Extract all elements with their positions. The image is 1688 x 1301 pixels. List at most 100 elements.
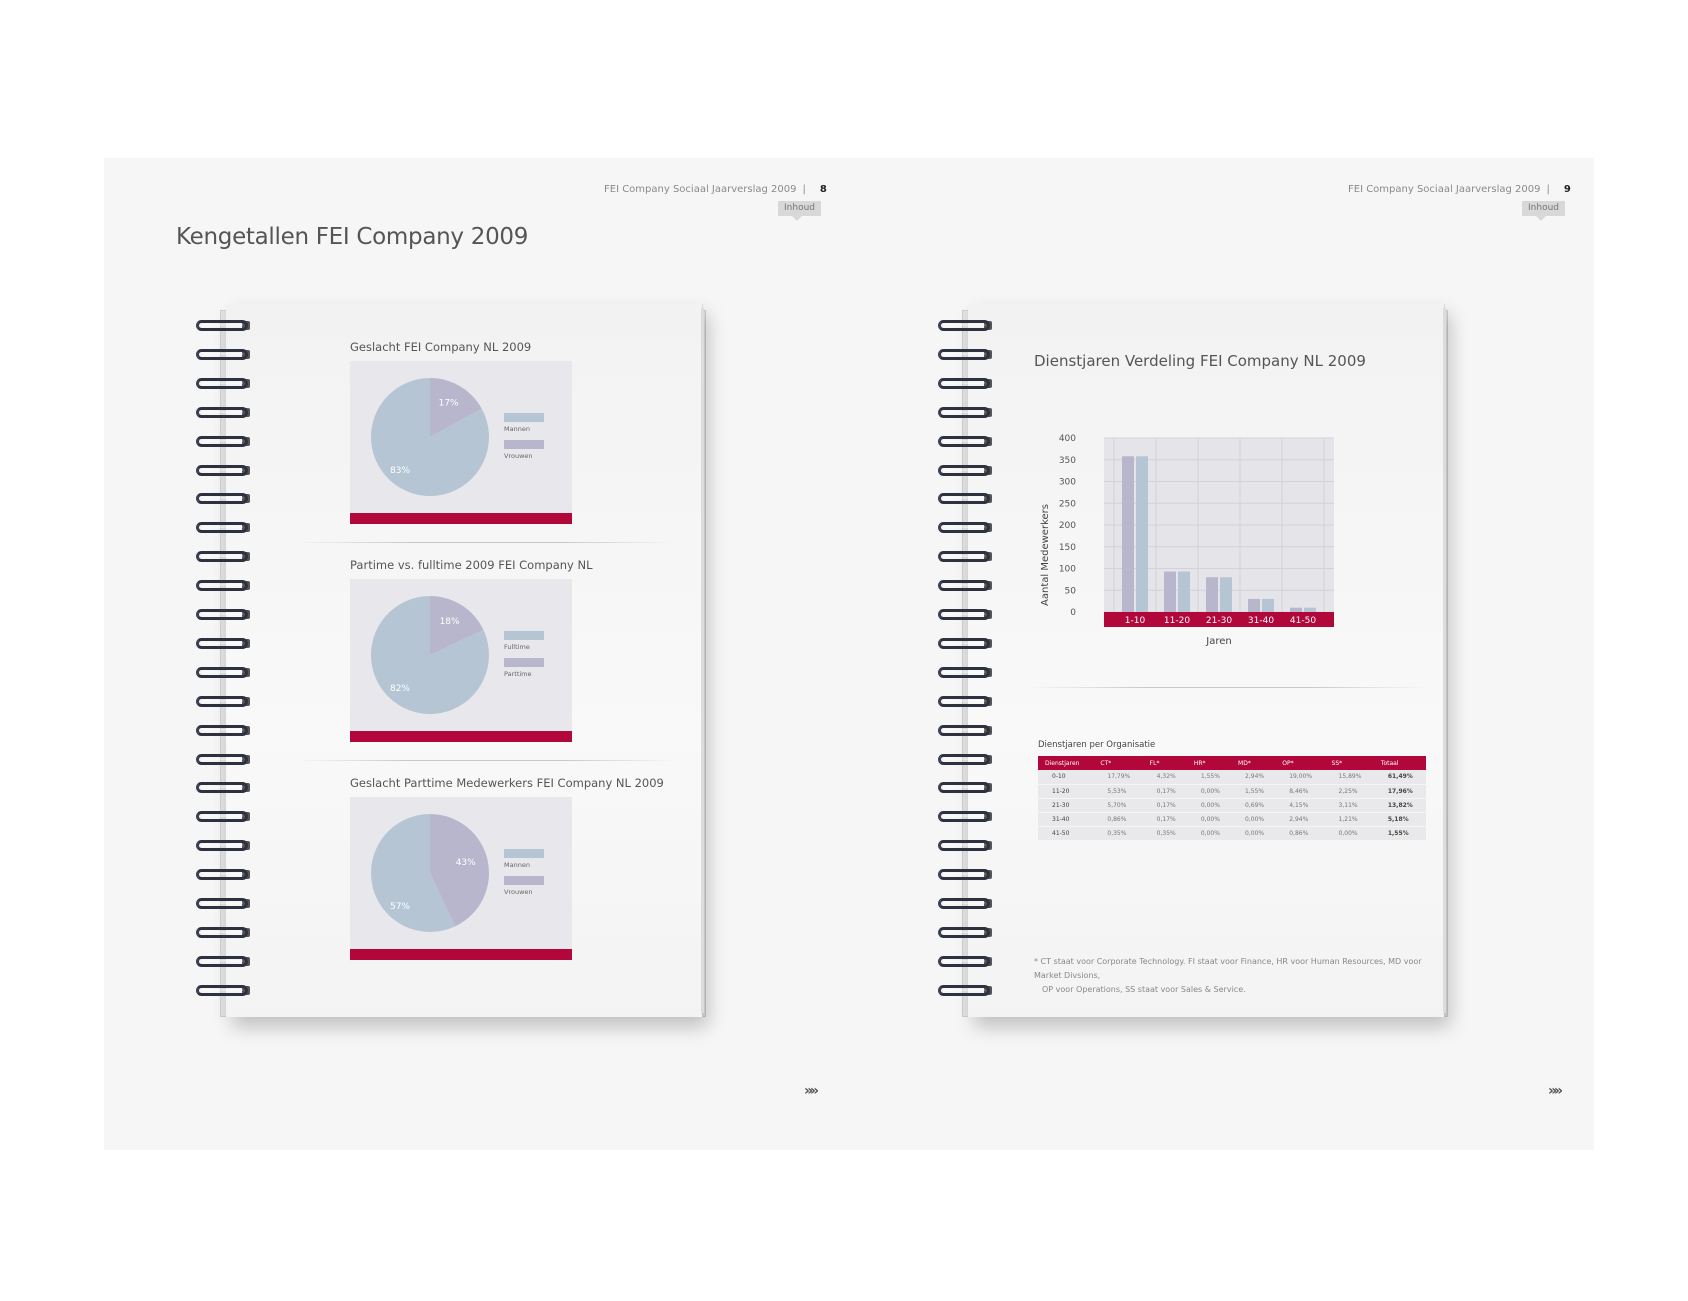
y-tick-label: 150 xyxy=(1059,543,1076,553)
x-tick-label: 11-20 xyxy=(1164,616,1190,626)
pie-slice-vrouwen xyxy=(430,814,489,927)
ring-wire xyxy=(196,840,248,852)
legend-label: Vrouwen xyxy=(504,452,533,460)
header-title: FEI Company Sociaal Jaarverslag 2009 xyxy=(604,184,797,195)
table-cell: 41-50 xyxy=(1038,826,1094,841)
ring-wire xyxy=(196,435,248,447)
page-number: 8 xyxy=(819,184,827,195)
ring-wire xyxy=(196,551,248,563)
pie-chart-panel: 17% 83% Mannen Vrouwen xyxy=(350,361,572,524)
table-cell: 17,79% xyxy=(1093,770,1143,785)
legend-label: Parttime xyxy=(504,670,532,678)
dienstjaren-table: Dienstjaren CT* FL* HR* MD* OP* SS* Totaal 0-10… xyxy=(1038,756,1426,841)
left-notebook: Geslacht FEI Company NL 2009 17% 83% Mann… xyxy=(196,304,706,1017)
table-cell: 8,46% xyxy=(1275,784,1325,799)
accent-bar xyxy=(350,513,572,524)
y-tick-label: 200 xyxy=(1059,521,1076,531)
ring-wire xyxy=(196,666,248,678)
table-column-header: Totaal xyxy=(1373,756,1426,770)
ring-wire xyxy=(196,493,248,505)
next-page-arrows-left[interactable]: »» xyxy=(804,1083,819,1099)
table-column-header: CT* xyxy=(1093,756,1143,770)
left-page-header: FEI Company Sociaal Jaarverslag 2009 | 8 xyxy=(604,184,827,195)
ring-wire xyxy=(196,724,248,736)
inhoud-button-left[interactable]: Inhoud xyxy=(778,201,821,221)
table-cell: 2,25% xyxy=(1324,784,1374,799)
ring-wire xyxy=(938,320,990,331)
spiral-ring xyxy=(938,954,998,970)
inhoud-button-right[interactable]: Inhoud xyxy=(1522,201,1565,221)
section-divider xyxy=(1028,687,1428,688)
chart-title: Geslacht Parttime Medewerkers FEI Compan… xyxy=(350,776,664,790)
spiral-ring xyxy=(938,694,998,710)
x-axis-label: Jaren xyxy=(1205,636,1231,647)
spiral-ring xyxy=(938,780,998,796)
ring-wire xyxy=(196,580,248,592)
table-cell: 11-20 xyxy=(1038,784,1094,799)
pie-slice-fulltime xyxy=(371,596,489,714)
notebook-page: Dienstjaren Verdeling FEI Company NL 200… xyxy=(968,304,1446,1017)
spiral-ring xyxy=(938,347,998,363)
ring-wire xyxy=(938,637,990,649)
ring-wire xyxy=(938,609,990,620)
ring-wire xyxy=(938,348,990,360)
ring-wire xyxy=(938,435,990,447)
spiral-ring xyxy=(938,809,998,825)
spiral-binding xyxy=(938,318,998,1008)
footnote: * CT staat voor Corporate Technology. FI… xyxy=(1034,955,1444,997)
table-cell: 0,69% xyxy=(1231,798,1276,813)
table-cell: 1,21% xyxy=(1324,812,1374,827)
ring-wire xyxy=(196,522,248,534)
spiral-ring xyxy=(938,578,998,594)
table-cell: 2,94% xyxy=(1275,812,1325,827)
pie-value-label: 43% xyxy=(456,858,476,868)
ring-wire xyxy=(196,782,248,794)
spiral-ring xyxy=(938,838,998,854)
table-row: 41-50 0,35% 0,35% 0,00% 0,00% 0,86% 0,00% 1,55% xyxy=(1038,826,1426,841)
ring-wire xyxy=(938,493,990,505)
y-tick-label: 50 xyxy=(1065,586,1077,596)
legend-swatch xyxy=(504,876,544,885)
ring-wire xyxy=(938,955,990,967)
spiral-ring xyxy=(196,809,256,825)
table-cell: 0,00% xyxy=(1324,826,1374,841)
pie-value-label: 18% xyxy=(440,617,460,627)
pie-slice-mannen xyxy=(371,814,456,932)
spiral-ring xyxy=(938,636,998,652)
next-page-arrows-right[interactable]: »» xyxy=(1548,1083,1563,1099)
footnote-line: * CT staat voor Corporate Technology. FI… xyxy=(1034,957,1422,980)
y-tick-label: 100 xyxy=(1059,565,1076,575)
table-cell: 17,96% xyxy=(1373,784,1426,799)
ring-wire xyxy=(938,464,990,476)
spiral-ring xyxy=(196,694,256,710)
spiral-ring xyxy=(196,838,256,854)
x-tick-label: 41-50 xyxy=(1290,616,1316,626)
section-divider xyxy=(296,542,676,543)
bar xyxy=(1304,607,1316,612)
ring-wire xyxy=(938,377,990,389)
y-tick-label: 250 xyxy=(1059,499,1076,509)
table-cell: 4,32% xyxy=(1142,770,1187,785)
y-axis-label: Aantal Medewerkers xyxy=(1040,504,1051,606)
ring-wire xyxy=(938,926,990,938)
spiral-ring xyxy=(938,318,998,334)
ring-wire xyxy=(196,898,248,909)
spiral-ring xyxy=(196,405,256,421)
spiral-ring xyxy=(196,867,256,883)
ring-wire xyxy=(196,753,248,765)
spiral-ring xyxy=(196,983,256,999)
legend-swatch xyxy=(504,631,544,640)
pie-value-label: 57% xyxy=(390,902,410,912)
table-cell: 31-40 xyxy=(1038,812,1094,827)
x-tick-label: 31-40 xyxy=(1248,616,1274,626)
spiral-ring xyxy=(938,925,998,941)
spiral-ring xyxy=(196,463,256,479)
spiral-ring xyxy=(196,896,256,912)
legend-swatch xyxy=(504,413,544,422)
y-tick-label: 0 xyxy=(1070,608,1076,618)
table-cell: 0,17% xyxy=(1142,798,1187,813)
spiral-ring xyxy=(196,665,256,681)
table-cell: 5,53% xyxy=(1093,784,1143,799)
bar xyxy=(1248,598,1260,612)
spiral-ring xyxy=(938,434,998,450)
